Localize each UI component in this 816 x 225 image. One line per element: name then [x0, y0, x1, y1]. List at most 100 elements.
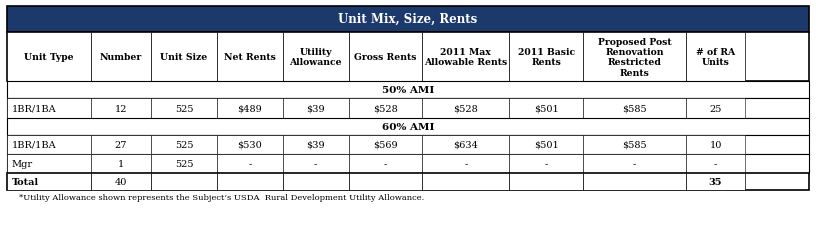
Bar — [509, 154, 583, 173]
Bar — [217, 99, 282, 118]
Text: Gross Rents: Gross Rents — [354, 53, 417, 62]
Bar — [348, 173, 423, 190]
Text: 60% AMI: 60% AMI — [382, 122, 434, 131]
Bar — [282, 154, 348, 173]
Text: 50% AMI: 50% AMI — [382, 86, 434, 95]
Text: 1BR/1BA: 1BR/1BA — [11, 140, 56, 149]
Text: -: - — [384, 159, 387, 168]
Bar — [7, 154, 91, 173]
Bar — [423, 33, 509, 82]
Bar — [282, 135, 348, 154]
Bar — [583, 135, 685, 154]
Text: -: - — [632, 159, 636, 168]
Bar — [151, 154, 217, 173]
Bar — [583, 33, 685, 82]
Text: $39: $39 — [306, 104, 325, 113]
Text: 1BR/1BA: 1BR/1BA — [11, 104, 56, 113]
Text: $585: $585 — [622, 104, 647, 113]
Bar — [509, 135, 583, 154]
Text: $528: $528 — [454, 104, 478, 113]
Text: 12: 12 — [115, 104, 127, 113]
Bar — [583, 154, 685, 173]
Text: $501: $501 — [534, 104, 558, 113]
Text: $528: $528 — [373, 104, 398, 113]
Bar — [509, 99, 583, 118]
Bar — [348, 99, 423, 118]
Text: -: - — [544, 159, 548, 168]
Text: # of RA
Units: # of RA Units — [696, 48, 735, 67]
Text: 27: 27 — [115, 140, 127, 149]
Bar — [7, 118, 809, 135]
Bar — [7, 7, 809, 33]
Bar — [151, 173, 217, 190]
Text: Number: Number — [100, 53, 142, 62]
Bar — [348, 135, 423, 154]
Text: 40: 40 — [115, 177, 127, 186]
Bar — [7, 99, 809, 118]
Bar — [509, 173, 583, 190]
Bar — [423, 173, 509, 190]
Bar — [7, 33, 809, 82]
Text: 35: 35 — [709, 177, 722, 186]
Text: Utility
Allowance: Utility Allowance — [290, 48, 342, 67]
Bar — [423, 135, 509, 154]
Bar — [583, 173, 685, 190]
Text: Unit Type: Unit Type — [24, 53, 73, 62]
Text: $585: $585 — [622, 140, 647, 149]
Text: Unit Mix, Size, Rents: Unit Mix, Size, Rents — [339, 13, 477, 26]
Bar — [151, 33, 217, 82]
Text: Total: Total — [11, 177, 38, 186]
Text: -: - — [464, 159, 468, 168]
Bar — [282, 173, 348, 190]
Bar — [423, 99, 509, 118]
Bar — [91, 99, 151, 118]
Bar — [7, 154, 809, 173]
Bar — [685, 99, 745, 118]
Text: 1: 1 — [118, 159, 124, 168]
Bar — [423, 154, 509, 173]
Bar — [348, 33, 423, 82]
Text: $530: $530 — [237, 140, 262, 149]
Text: Mgr: Mgr — [11, 159, 33, 168]
Bar — [91, 33, 151, 82]
Bar — [509, 33, 583, 82]
Bar — [217, 173, 282, 190]
Text: -: - — [714, 159, 717, 168]
Bar — [685, 33, 745, 82]
Bar — [7, 135, 91, 154]
Bar — [348, 154, 423, 173]
Text: 525: 525 — [175, 140, 193, 149]
Text: $569: $569 — [373, 140, 398, 149]
Bar — [7, 33, 91, 82]
Bar — [7, 82, 809, 99]
Bar — [91, 154, 151, 173]
Bar — [7, 135, 809, 154]
Bar — [282, 99, 348, 118]
Text: Unit Size: Unit Size — [161, 53, 207, 62]
Text: *Utility Allowance shown represents the Subject’s USDA  Rural Development Utilit: *Utility Allowance shown represents the … — [19, 193, 424, 201]
Text: 525: 525 — [175, 104, 193, 113]
Bar — [7, 99, 91, 118]
Text: $501: $501 — [534, 140, 558, 149]
Text: Proposed Post
Renovation
Restricted
Rents: Proposed Post Renovation Restricted Rent… — [597, 37, 672, 77]
Text: 525: 525 — [175, 159, 193, 168]
Text: 2011 Basic
Rents: 2011 Basic Rents — [517, 48, 574, 67]
Bar — [151, 135, 217, 154]
Bar — [685, 154, 745, 173]
Bar — [685, 173, 745, 190]
Text: Net Rents: Net Rents — [224, 53, 276, 62]
Text: -: - — [248, 159, 251, 168]
Text: $634: $634 — [454, 140, 478, 149]
Text: $489: $489 — [237, 104, 262, 113]
Bar — [7, 173, 91, 190]
Bar — [91, 173, 151, 190]
Bar — [7, 173, 809, 190]
Bar — [217, 154, 282, 173]
Bar — [217, 33, 282, 82]
Bar — [583, 99, 685, 118]
Text: 10: 10 — [709, 140, 721, 149]
Text: -: - — [314, 159, 317, 168]
Bar — [217, 135, 282, 154]
Text: 25: 25 — [709, 104, 721, 113]
Bar — [282, 33, 348, 82]
